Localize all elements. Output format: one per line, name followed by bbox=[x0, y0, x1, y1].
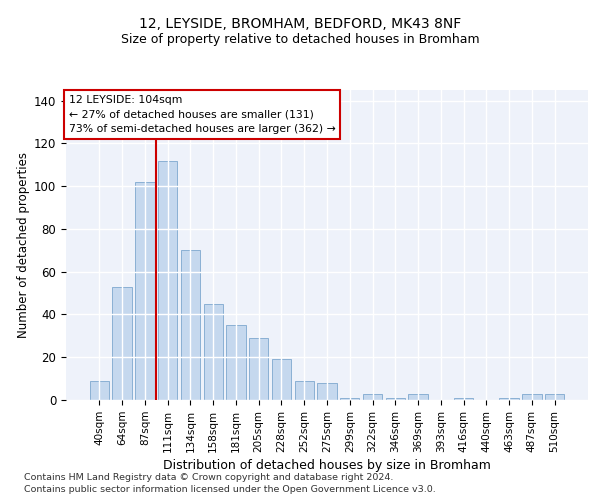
Bar bbox=[454, 398, 473, 400]
Bar bbox=[340, 398, 359, 400]
Bar bbox=[112, 286, 132, 400]
Text: Size of property relative to detached houses in Bromham: Size of property relative to detached ho… bbox=[121, 32, 479, 46]
Bar bbox=[545, 394, 564, 400]
Bar bbox=[249, 338, 268, 400]
Text: Contains HM Land Registry data © Crown copyright and database right 2024.: Contains HM Land Registry data © Crown c… bbox=[24, 472, 394, 482]
Bar bbox=[135, 182, 155, 400]
Bar bbox=[226, 325, 245, 400]
Bar bbox=[409, 394, 428, 400]
Bar bbox=[522, 394, 542, 400]
X-axis label: Distribution of detached houses by size in Bromham: Distribution of detached houses by size … bbox=[163, 459, 491, 472]
Bar bbox=[363, 394, 382, 400]
Text: 12, LEYSIDE, BROMHAM, BEDFORD, MK43 8NF: 12, LEYSIDE, BROMHAM, BEDFORD, MK43 8NF bbox=[139, 18, 461, 32]
Y-axis label: Number of detached properties: Number of detached properties bbox=[17, 152, 30, 338]
Bar bbox=[499, 398, 519, 400]
Bar bbox=[90, 381, 109, 400]
Text: 12 LEYSIDE: 104sqm
← 27% of detached houses are smaller (131)
73% of semi-detach: 12 LEYSIDE: 104sqm ← 27% of detached hou… bbox=[68, 94, 335, 134]
Bar bbox=[203, 304, 223, 400]
Bar bbox=[272, 360, 291, 400]
Bar bbox=[158, 160, 178, 400]
Bar bbox=[386, 398, 405, 400]
Bar bbox=[295, 381, 314, 400]
Bar bbox=[181, 250, 200, 400]
Bar bbox=[317, 383, 337, 400]
Text: Contains public sector information licensed under the Open Government Licence v3: Contains public sector information licen… bbox=[24, 485, 436, 494]
